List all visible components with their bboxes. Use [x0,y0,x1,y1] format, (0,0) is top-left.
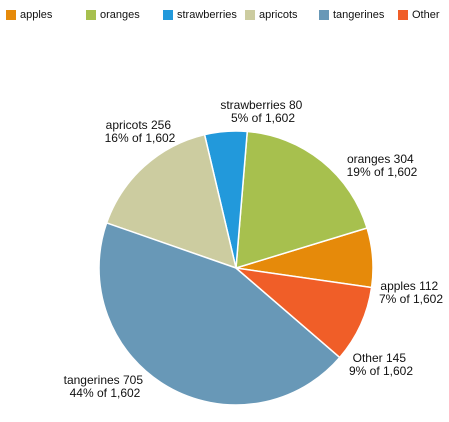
slice-value-strawberries: strawberries 80 [220,98,302,112]
pie-slice-other[interactable] [233,266,373,359]
legend-swatch-tangerines [319,10,329,20]
legend-label-apricots: apricots [259,9,298,21]
pie-slice-apricots[interactable] [105,133,238,270]
slice-value-oranges: oranges 304 [347,152,414,166]
legend-swatch-other [398,10,408,20]
slice-label-apricots: apricots 256 16% of 1,602 [105,118,176,145]
legend-swatch-strawberries [163,10,173,20]
legend-label-strawberries: strawberries [177,9,237,21]
pie-slices [98,130,374,406]
legend-label-apples: apples [20,9,53,21]
pie-slice-oranges[interactable] [235,130,368,270]
slice-label-apples: apples 112 7% of 1,602 [379,279,443,306]
slice-label-tangerines: tangerines 705 44% of 1,602 [64,373,147,400]
slice-value-other: Other 145 [353,351,407,365]
slice-value-apricots: apricots 256 [106,118,172,132]
slice-share-oranges: 19% of 1,602 [347,165,418,179]
slice-share-tangerines: 44% of 1,602 [70,386,141,400]
slice-share-strawberries: 5% of 1,602 [231,111,295,125]
slice-label-strawberries: strawberries 80 5% of 1,602 [220,98,305,125]
slice-share-apricots: 16% of 1,602 [105,131,176,145]
legend-label-oranges: oranges [100,9,140,21]
legend-label-other: Other [412,9,440,21]
slice-share-other: 9% of 1,602 [349,364,413,378]
legend-swatch-oranges [86,10,96,20]
slice-value-tangerines: tangerines 705 [64,373,144,387]
slice-label-other: Other 145 9% of 1,602 [349,351,413,378]
legend-swatch-apples [6,10,16,20]
pie-labels: apples 112 7% of 1,602 oranges 304 19% o… [64,98,444,400]
slice-value-apples: apples 112 [380,279,438,293]
legend-swatch-apricots [245,10,255,20]
pie-slice-tangerines[interactable] [98,221,341,406]
legend-label-tangerines: tangerines [333,9,385,21]
slice-share-apples: 7% of 1,602 [379,292,443,306]
slice-label-oranges: oranges 304 19% of 1,602 [347,152,418,179]
